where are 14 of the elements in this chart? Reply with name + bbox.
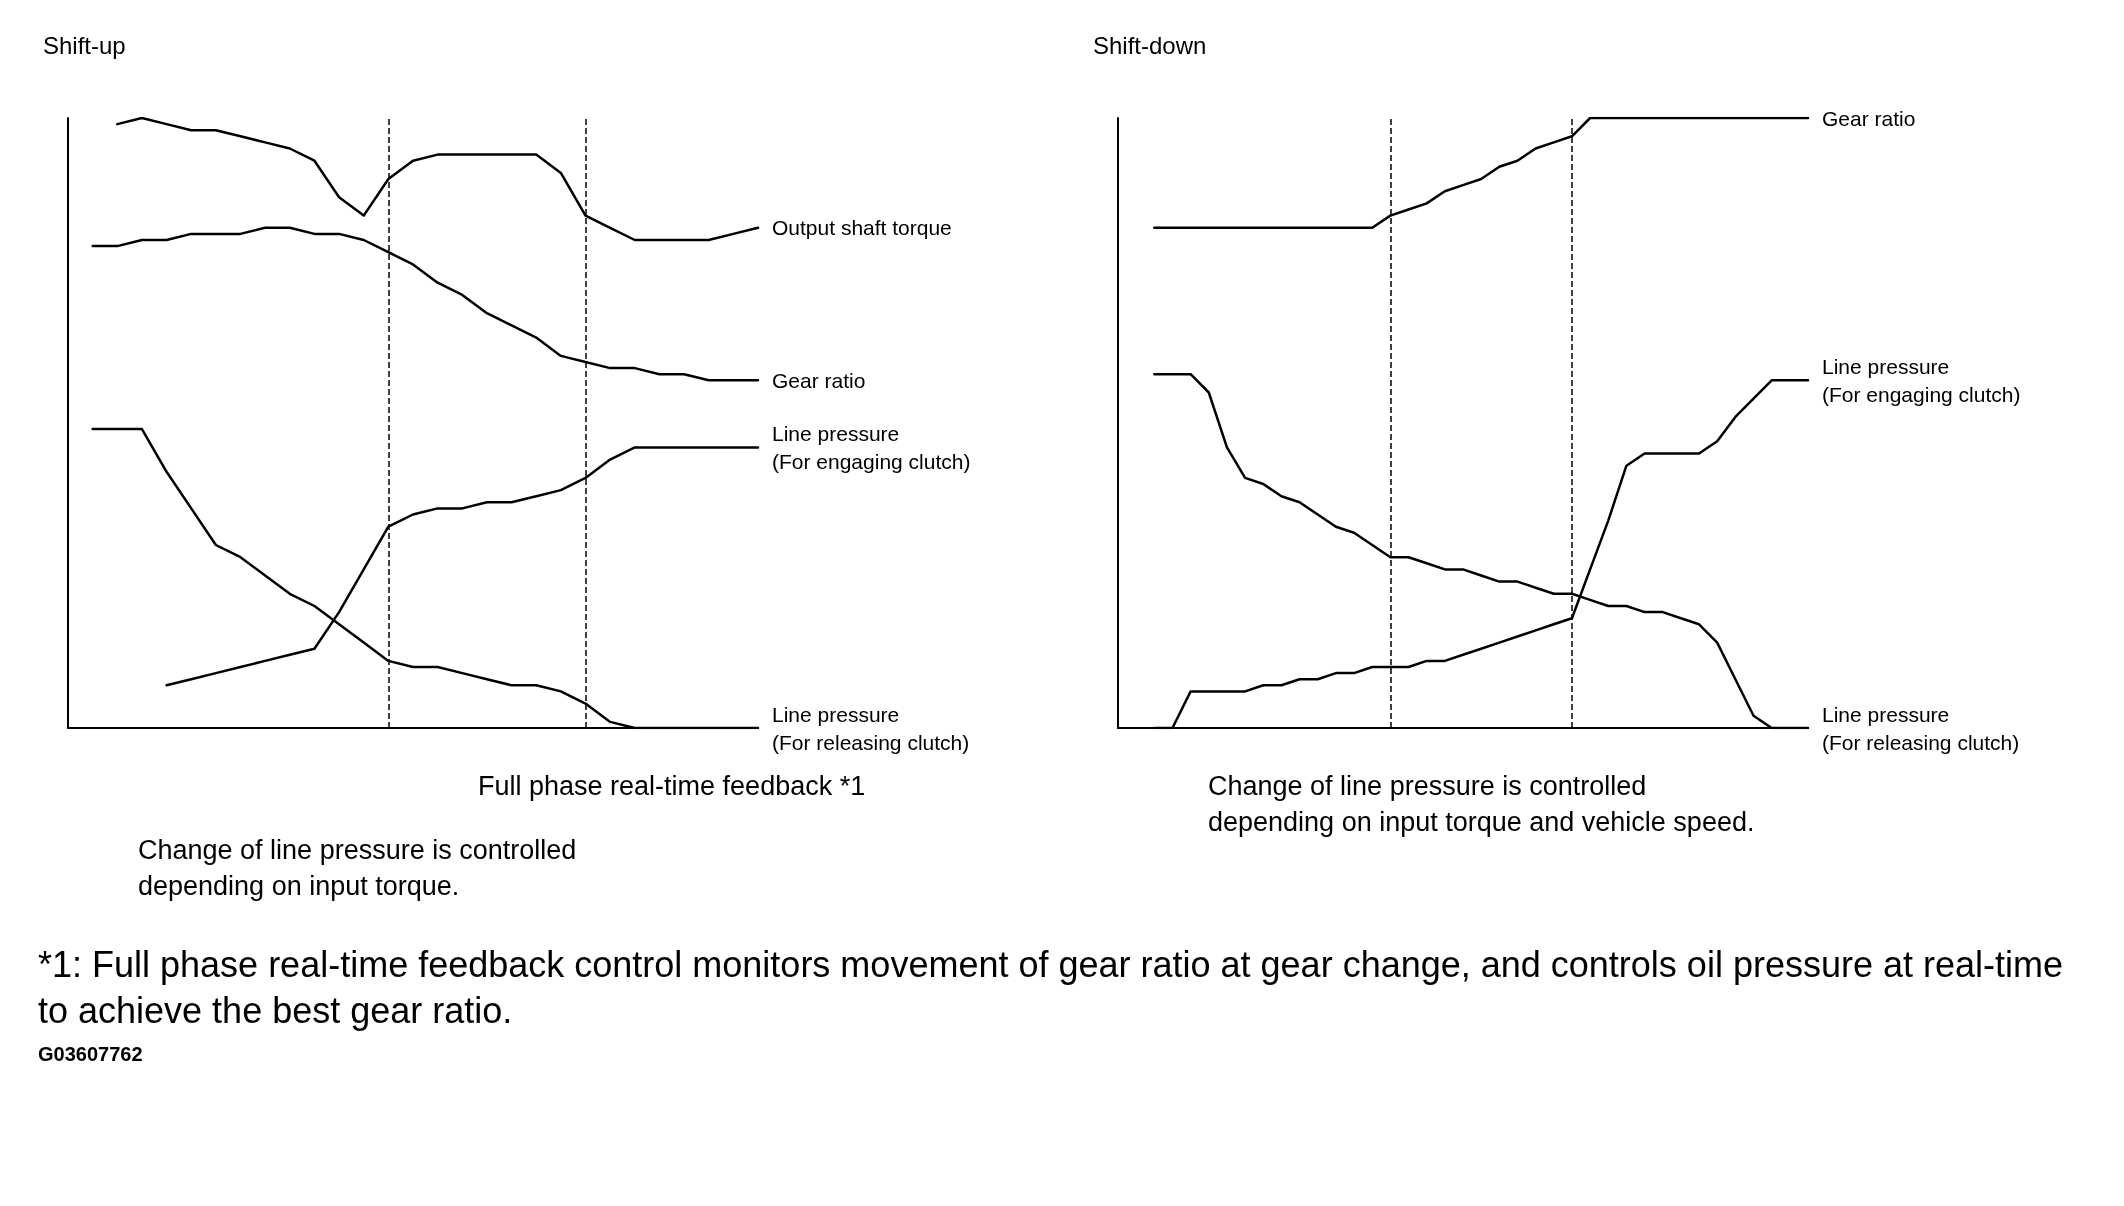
chart-title: Shift-down	[1093, 31, 1207, 59]
text: Change of line pressure is controlled depending on input torque.	[138, 834, 578, 903]
text: G03607762	[38, 1042, 144, 1067]
text: Full phase real-time feedback *1	[478, 770, 867, 803]
series-label: Output shaft torque	[772, 216, 952, 240]
text: Change of line pressure is controlled depending on input torque and vehicle speed.	[1208, 770, 1756, 839]
series-label: Gear ratio	[1822, 106, 1916, 130]
series-label: Line pressure (For engaging clutch)	[1822, 354, 2021, 406]
series-label: Line pressure (For releasing clutch)	[772, 702, 970, 754]
series-label: Gear ratio	[772, 368, 866, 392]
text: *1: Full phase real-time feedback control monitors movement of gear ratio at gear change, and controls oil pressure at real-time to achieve the best gear ratio.	[38, 943, 2064, 1033]
series-label: Line pressure (For releasing clutch)	[1822, 702, 2020, 754]
chart-title: Shift-up	[43, 31, 126, 59]
series-label: Line pressure (For engaging clutch)	[772, 421, 971, 473]
